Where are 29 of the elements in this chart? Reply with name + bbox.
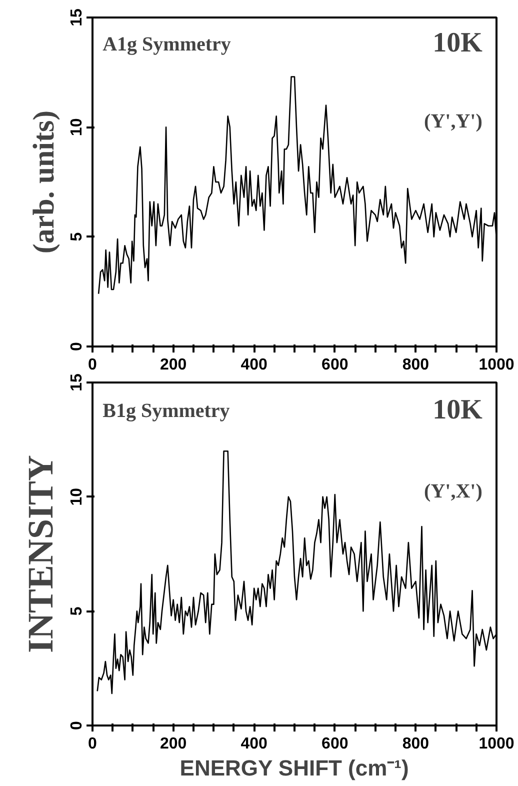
x-tick-label: 400 (240, 356, 268, 374)
y-tick-label: 10 (68, 488, 86, 506)
x-tick-label: 200 (160, 356, 187, 374)
y-tick-label: 5 (68, 606, 86, 616)
annotation: 10K (432, 28, 483, 59)
x-tick-label: 1000 (478, 356, 514, 374)
x-tick-label: 600 (322, 736, 348, 752)
x-tick-label: 800 (402, 736, 430, 752)
y-tick-label: 15 (68, 374, 86, 392)
y-tick-label: 0 (68, 342, 86, 351)
x-tick-label: 1000 (478, 736, 514, 752)
x-tick-label: 200 (160, 736, 187, 752)
y-tick-label: 10 (68, 118, 86, 136)
y-tick-label: 15 (68, 8, 86, 26)
annotation: (Y',X') (424, 480, 482, 503)
annotation: 10K (432, 394, 483, 426)
y-axis-title: INTENSITY (20, 454, 60, 654)
x-tick-label: 600 (322, 356, 348, 374)
y-tick-label: 5 (68, 232, 86, 242)
annotation: (Y',Y') (424, 110, 482, 133)
y-axis-title: (arb. units) (28, 110, 60, 254)
x-tick-label: 0 (88, 356, 98, 374)
x-axis-title: ENERGY SHIFT (cm⁻¹) (180, 756, 409, 780)
x-tick-label: 400 (240, 736, 268, 752)
text: A1g Symmetry (102, 33, 231, 56)
x-tick-label: 0 (88, 736, 98, 752)
x-tick-label: 800 (402, 356, 430, 374)
y-tick-label: 0 (68, 720, 86, 730)
text: B1g Symmetry (102, 400, 230, 422)
